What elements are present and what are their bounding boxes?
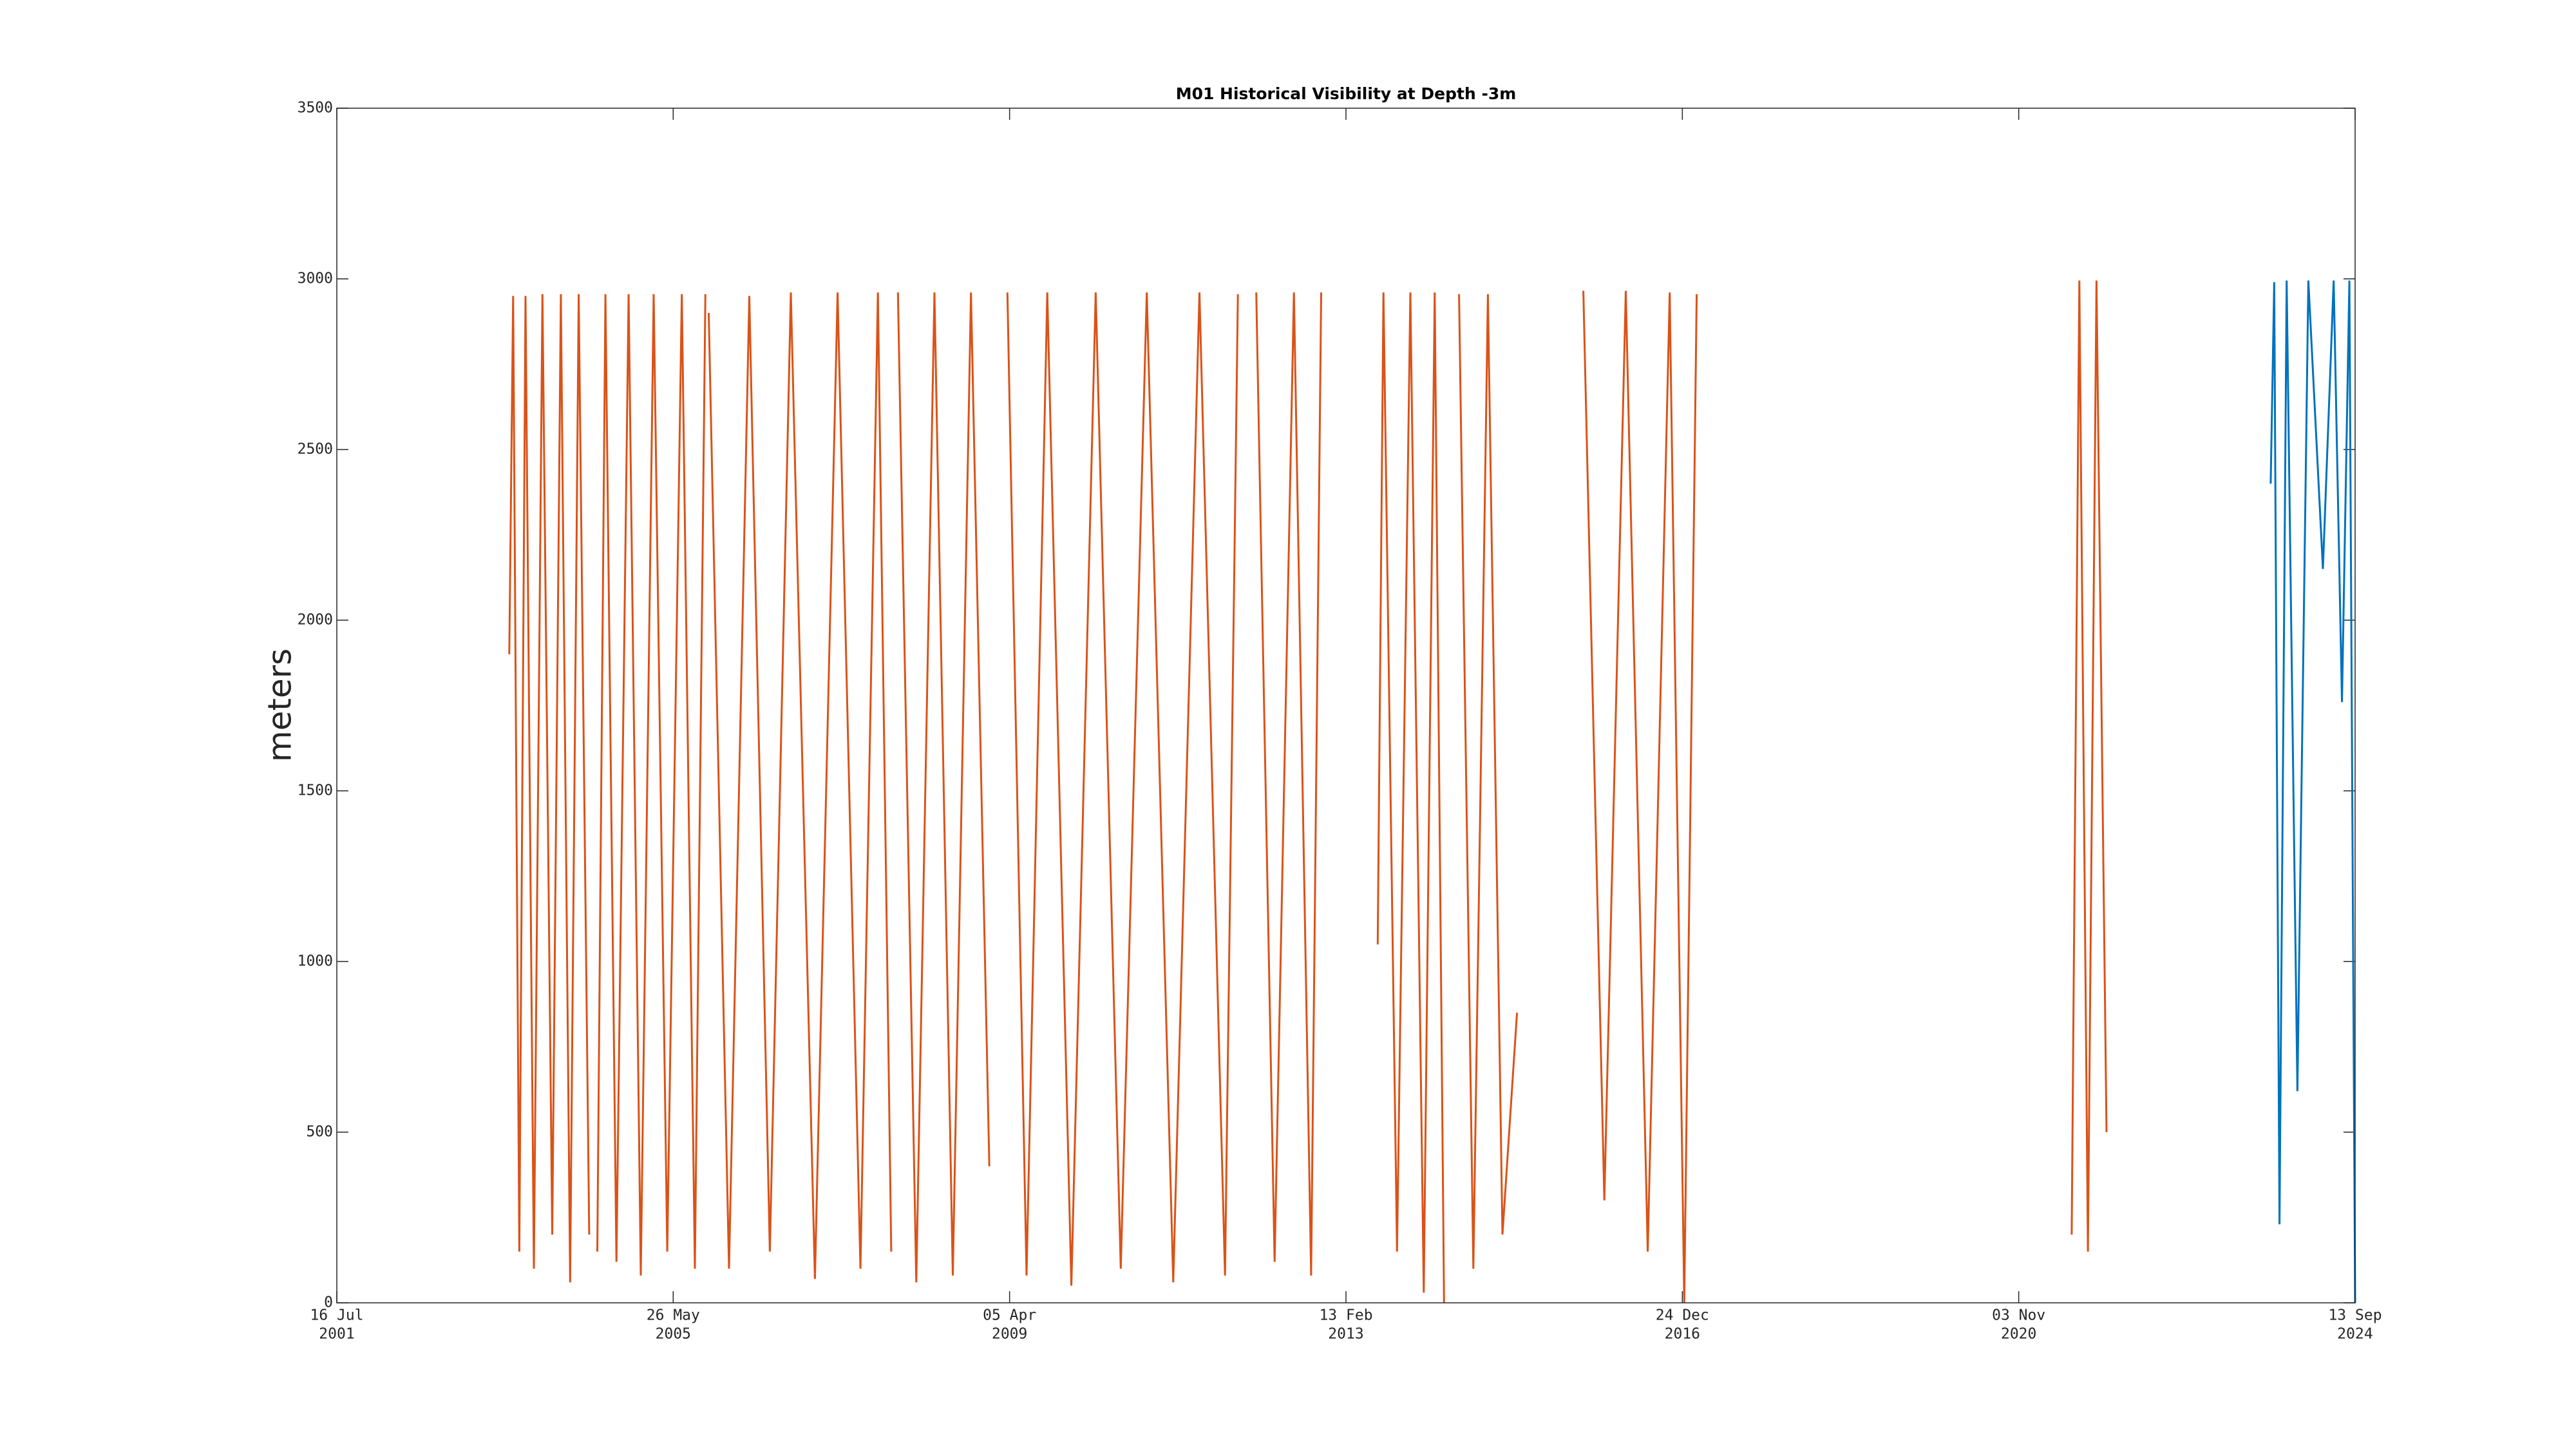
y-tick-label: 500 [306, 1124, 333, 1141]
x-tick-label: 13 Feb [1319, 1307, 1372, 1324]
x-tick-label: 2020 [2001, 1326, 2036, 1343]
x-tick-label: 16 Jul [310, 1307, 363, 1324]
x-tick-label: 2013 [1328, 1326, 1363, 1343]
x-tick-label: 2009 [992, 1326, 1027, 1343]
x-tick-label: 2024 [2337, 1326, 2372, 1343]
y-tick-label: 3000 [298, 270, 333, 287]
y-tick-label: 1500 [298, 782, 333, 799]
y-tick-label: 2500 [298, 441, 333, 458]
x-tick-label: 05 Apr [983, 1307, 1036, 1324]
x-tick-label: 2005 [656, 1326, 691, 1343]
x-tick-label: 26 May [647, 1307, 700, 1324]
data-line [508, 280, 2108, 1303]
y-tick-label: 2000 [298, 612, 333, 629]
y-axis-label: meters [261, 649, 299, 762]
data-line [2269, 280, 2356, 1303]
chart-title: M01 Historical Visibility at Depth -3m [1176, 84, 1517, 103]
y-tick-label: 3500 [298, 100, 333, 117]
y-tick-label: 1000 [298, 953, 333, 970]
x-tick-label: 2001 [319, 1326, 354, 1343]
x-tick-label: 2016 [1665, 1326, 1700, 1343]
x-tick-label: 03 Nov [1992, 1307, 2045, 1324]
x-tick-label: 13 Sep [2328, 1307, 2382, 1324]
y-tick-label: 0 [324, 1294, 333, 1311]
x-tick-label: 24 Dec [1656, 1307, 1709, 1324]
plot-frame [336, 108, 2356, 1303]
